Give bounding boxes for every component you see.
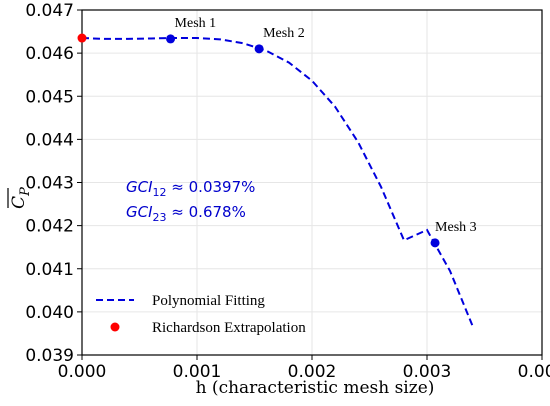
mesh-point — [254, 44, 264, 54]
richardson-point — [77, 33, 87, 43]
y-tick-label: 0.042 — [25, 217, 74, 237]
series-line-polynomial-fitting — [81, 37, 474, 328]
y-tick-label: 0.040 — [25, 303, 74, 323]
mesh-point-label: Mesh 1 — [175, 16, 217, 31]
x-tick-label: 0.001 — [173, 362, 222, 382]
mesh-point — [430, 238, 440, 248]
y-axis-label-sub: P — [18, 187, 33, 197]
y-tick-label: 0.047 — [25, 1, 74, 21]
gci-annotation: GCI23 ≈ 0.678% — [126, 203, 246, 224]
y-tick-label: 0.041 — [25, 260, 74, 280]
y-tick-label: 0.043 — [25, 174, 74, 194]
legend-label-polynomial-fitting: Polynomial Fitting — [152, 293, 265, 309]
annotations: GCI12 ≈ 0.0397% GCI23 ≈ 0.678% — [126, 178, 255, 224]
mesh-point-label: Mesh 2 — [263, 26, 305, 41]
svg-text:CP: CP — [9, 187, 33, 209]
y-tick-label: 0.044 — [25, 130, 74, 150]
x-tick-label: 0.003 — [403, 362, 452, 382]
gci-annotation: GCI12 ≈ 0.0397% — [126, 178, 255, 199]
legend-swatch-richardson — [110, 322, 120, 332]
y-tick-label: 0.046 — [25, 44, 74, 64]
y-tick-label: 0.039 — [25, 346, 74, 366]
x-axis-label: h (characteristic mesh size) — [196, 378, 435, 398]
y-axis-label: CP — [7, 187, 33, 209]
x-tick-label: 0.002 — [288, 362, 337, 382]
x-tick-label: 0.000 — [58, 362, 107, 382]
mesh-point — [166, 34, 176, 44]
legend: Polynomial Fitting Richardson Extrapolati… — [96, 293, 306, 336]
y-tick-label: 0.045 — [25, 87, 74, 107]
legend-label-richardson: Richardson Extrapolation — [152, 320, 306, 336]
y-axis-label-main: C — [9, 196, 29, 209]
mesh-point-label: Mesh 3 — [435, 220, 477, 235]
labels-layer: Mesh 1 Mesh 2 Mesh 3 — [175, 16, 477, 235]
axis-ticks: 0.000 0.001 0.002 0.003 0.004 0.039 0.040 0.041… — [25, 1, 550, 382]
x-tick-label: 0.004 — [518, 362, 550, 382]
series-layer — [77, 33, 474, 328]
